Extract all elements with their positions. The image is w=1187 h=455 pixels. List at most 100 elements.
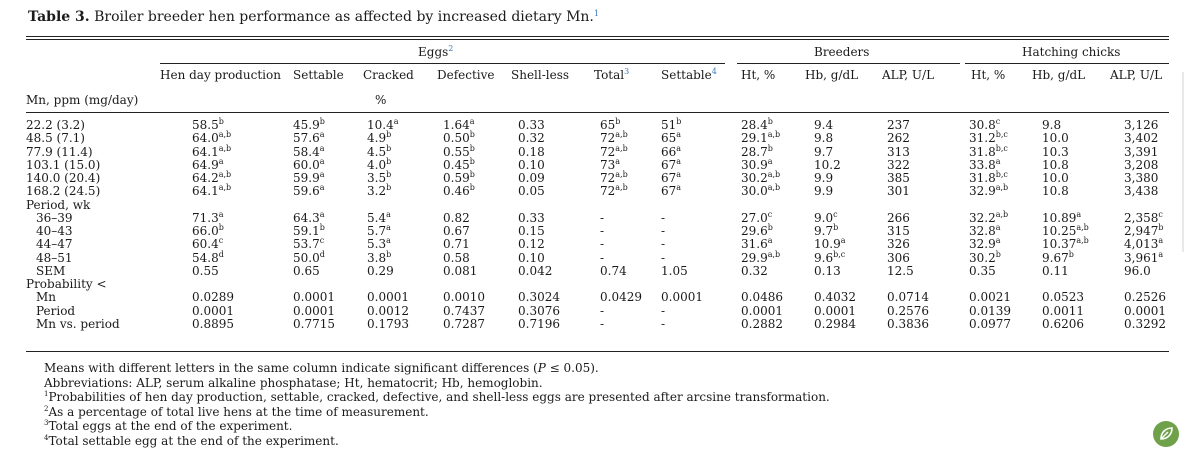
table-cell: 0.55b — [443, 144, 475, 159]
table-cell: 60.0a — [293, 157, 325, 172]
superscript: a,b — [615, 143, 628, 153]
table-cell: 322 — [887, 158, 910, 172]
column-header: Shell-less — [511, 68, 569, 82]
cell-text: 2,358 — [1124, 210, 1159, 225]
cell-text: 5.4 — [367, 210, 387, 225]
cell-text: 0.2984 — [814, 316, 856, 331]
superscript: b — [615, 117, 621, 126]
cell-text: 3,380 — [1124, 171, 1159, 185]
cell-text: 72 — [600, 184, 616, 199]
table-cell: 0.0486 — [741, 290, 783, 304]
superscript: b — [676, 117, 682, 126]
footnote-text: Total settable egg at the end of the exp… — [48, 434, 339, 448]
cell-text: 5.7 — [367, 224, 387, 238]
cell-text: 0.82 — [443, 210, 470, 225]
cell-text: 9.67 — [1042, 250, 1069, 265]
table-cell: 54.8d — [192, 250, 224, 265]
table-cell: 33.8a — [969, 157, 1001, 172]
table-cell: - — [600, 317, 604, 331]
scrollbar[interactable] — [1182, 72, 1184, 252]
superscript: a,b — [218, 183, 232, 193]
table-cell: 326 — [887, 237, 910, 251]
table-cell: 30.0a,b — [741, 184, 780, 199]
table-cell: 10.0 — [1042, 171, 1069, 185]
cell-text: 0.0021 — [969, 290, 1011, 305]
table-cell: 58.5b — [192, 117, 224, 133]
table-cell: 2,947b — [1124, 224, 1163, 239]
table-cell: 65b — [600, 117, 621, 133]
cell-text: 30.8 — [969, 118, 996, 132]
superscript: a — [840, 236, 846, 246]
footnote-text-end: ≤ 0.05). — [545, 361, 599, 375]
superscript: a — [676, 183, 682, 193]
table-cell: 10.37a,b — [1042, 237, 1089, 252]
cell-text: 30.2 — [969, 250, 996, 265]
superscript: a — [676, 170, 682, 179]
row-label: 77.9 (11.4) — [26, 144, 93, 159]
table-cell: 0.0001 — [367, 290, 409, 304]
cell-text: 0.3076 — [518, 303, 560, 318]
superscript: a — [995, 236, 1001, 246]
superscript: a — [767, 236, 773, 246]
table-cell: 67a — [661, 183, 682, 199]
cell-text: 0.7196 — [518, 316, 560, 331]
cell-text: Cracked — [363, 68, 414, 82]
row-label: Period, wk — [26, 197, 91, 212]
cell-text: 0.0001 — [367, 290, 409, 305]
superscript: b — [386, 143, 392, 153]
cell-text: 0.65 — [293, 263, 320, 278]
cell-text: 4.9 — [367, 131, 387, 146]
row-label: 48.5 (7.1) — [26, 131, 85, 146]
superscript: b — [218, 117, 224, 126]
superscript: a — [319, 170, 325, 179]
table-cell: 3,208 — [1124, 158, 1158, 172]
table-cell: 9.8 — [1042, 118, 1061, 132]
cell-text: 0.4032 — [814, 290, 856, 305]
cell-text: 0.35 — [969, 263, 996, 278]
cell-text: 0.15 — [518, 224, 545, 238]
footnote: 3Total eggs at the end of the experiment… — [44, 419, 292, 433]
table-cell: 28.7b — [741, 144, 773, 159]
superscript: b — [1068, 249, 1074, 259]
table-cell: 10.8 — [1042, 158, 1069, 172]
cell-text: 66 — [661, 144, 677, 159]
table-cell: 313 — [887, 145, 910, 159]
table-cell: 0.45b — [443, 157, 475, 172]
caption-footnote-ref[interactable]: 1 — [593, 9, 599, 18]
cell-text: 45.9 — [293, 118, 320, 132]
cell-text: 64.2 — [192, 171, 219, 185]
cell-text: 10.8 — [1042, 184, 1069, 199]
cell-text: Hatching chicks — [1022, 45, 1121, 59]
row-label: 40–43 — [36, 224, 73, 238]
row-label-header: Mn, ppm (mg/day) — [26, 93, 139, 107]
cell-text: 4,013 — [1124, 237, 1159, 252]
table-cell: - — [600, 237, 604, 251]
cell-text: 10.3 — [1042, 144, 1069, 159]
cell-text: 0.67 — [443, 224, 470, 238]
row-label: Period — [36, 303, 76, 318]
table-cell: 59.6a — [293, 184, 325, 199]
table-label: Table 3. — [28, 9, 90, 25]
table-cell: 262 — [887, 131, 910, 145]
cell-text: 0.13 — [814, 263, 841, 278]
superscript: a,b — [218, 130, 232, 140]
cell-text: 3,126 — [1124, 118, 1159, 132]
superscript: a,b — [218, 143, 232, 153]
cell-text: 315 — [887, 224, 910, 238]
cell-text: 3.2 — [367, 184, 387, 199]
cell-text: - — [600, 237, 605, 252]
cell-text: 0.0429 — [600, 290, 642, 305]
table-cell: 0.82 — [443, 211, 470, 225]
cell-text: 10.0 — [1042, 171, 1069, 185]
table-cell: 0.0001 — [293, 290, 335, 304]
top-rule-2 — [26, 39, 1169, 40]
superscript: a,b — [1076, 223, 1089, 232]
table-cell: 64.0a,b — [192, 130, 232, 146]
table-cell: 5.4a — [367, 210, 391, 225]
cell-text: 385 — [887, 171, 910, 185]
superscript: c — [767, 209, 773, 219]
cell-text: 0.0001 — [293, 290, 335, 305]
table-cell: 237 — [887, 118, 910, 132]
superscript: a,b — [615, 170, 628, 179]
cell-text: 32.9 — [969, 237, 996, 252]
